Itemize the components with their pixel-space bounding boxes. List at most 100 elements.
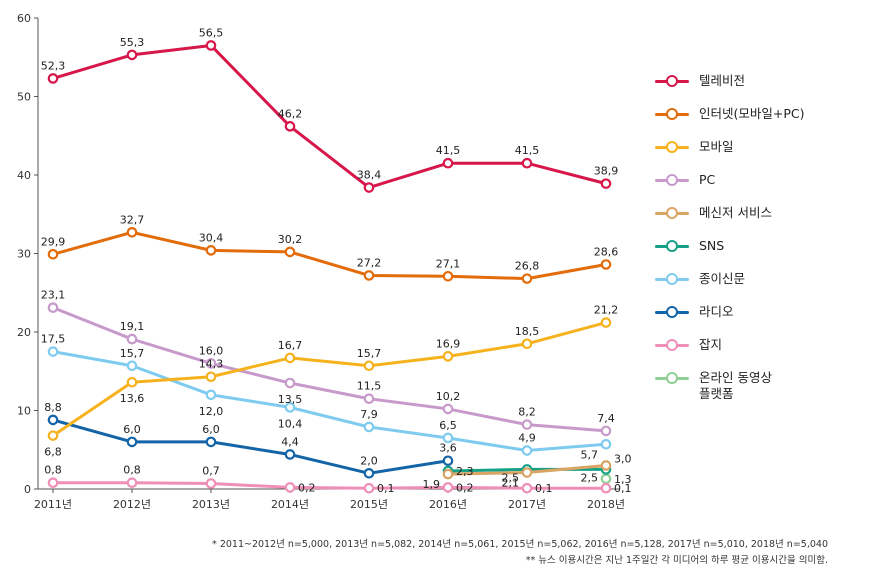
note-definition: ** 뉴스 이용시간은 지난 1주일간 각 미디어의 하루 평균 이용시간을 의… bbox=[525, 555, 828, 566]
data-label: 29,9 bbox=[41, 235, 66, 248]
data-label: 16,7 bbox=[278, 339, 303, 352]
data-point bbox=[126, 227, 138, 238]
data-point bbox=[600, 178, 612, 189]
chart-legend: 텔레비전 인터넷(모바일+PC) 모바일 PC 메신저 서비스 SNS 종이신문 라디오 잡지 온… bbox=[655, 68, 885, 401]
data-label: 2,3 bbox=[456, 465, 474, 478]
data-point bbox=[442, 455, 454, 467]
data-label: 0,2 bbox=[456, 481, 474, 494]
data-point bbox=[521, 273, 533, 284]
legend-swatch-marker bbox=[666, 240, 678, 252]
data-label: 46,2 bbox=[278, 107, 303, 120]
data-point bbox=[521, 419, 533, 430]
data-label: 6,0 bbox=[123, 423, 141, 436]
legend-swatch bbox=[655, 141, 689, 153]
series-line bbox=[52, 350, 607, 453]
data-label: 38,4 bbox=[357, 169, 382, 182]
legend-swatch bbox=[655, 207, 689, 219]
data-label: 2,5 bbox=[581, 471, 599, 484]
data-point bbox=[47, 302, 59, 313]
data-label: 27,1 bbox=[436, 257, 461, 270]
data-point bbox=[442, 270, 454, 282]
data-point bbox=[363, 482, 375, 494]
legend-label: SNS bbox=[699, 238, 725, 253]
data-label: 21,2 bbox=[594, 304, 619, 317]
legend-label: 텔레비전 bbox=[699, 73, 746, 88]
chart-data-labels: 1,3 0,8 0,8 0,7 0,2 0,1 0,2 0,1 0,1 2,3 2,5 2,5 1,9 2… bbox=[41, 26, 632, 495]
data-label: 0,8 bbox=[123, 464, 141, 477]
data-point bbox=[126, 49, 138, 61]
data-point bbox=[284, 246, 296, 258]
y-tick-label: 30 bbox=[17, 248, 31, 261]
data-point bbox=[600, 317, 612, 328]
data-label: 30,2 bbox=[278, 233, 303, 246]
data-label: 17,5 bbox=[41, 333, 66, 346]
legend-label: 온라인 동영상 플랫폼 bbox=[699, 370, 772, 401]
data-label: 0,8 bbox=[44, 464, 62, 477]
series-line bbox=[52, 321, 607, 437]
legend-swatch-marker bbox=[666, 207, 678, 219]
data-point bbox=[363, 182, 375, 193]
y-tick-label: 50 bbox=[17, 91, 31, 104]
series-line bbox=[52, 306, 607, 433]
data-label: 8,8 bbox=[44, 401, 62, 414]
legend-item: 텔레비전 bbox=[655, 68, 885, 101]
data-point bbox=[442, 468, 454, 480]
data-point bbox=[205, 40, 217, 51]
data-point bbox=[126, 333, 138, 345]
legend-swatch bbox=[655, 75, 689, 87]
y-tick-label: 20 bbox=[17, 326, 31, 339]
legend-label: 종이신문 bbox=[699, 271, 746, 286]
data-label: 14,3 bbox=[199, 358, 224, 371]
data-label: 55,3 bbox=[120, 36, 145, 49]
data-point bbox=[284, 402, 296, 413]
data-point bbox=[600, 460, 612, 471]
legend-swatch bbox=[655, 273, 689, 285]
data-label: 52,3 bbox=[41, 59, 66, 72]
legend-swatch-marker bbox=[666, 174, 678, 186]
data-label: 38,9 bbox=[594, 165, 619, 178]
data-point bbox=[126, 436, 138, 448]
data-point bbox=[521, 482, 533, 494]
data-point bbox=[205, 371, 217, 383]
data-label: 16,9 bbox=[436, 337, 461, 350]
data-point bbox=[521, 157, 533, 169]
data-label: 0,1 bbox=[535, 482, 553, 495]
data-point bbox=[205, 358, 217, 369]
data-point bbox=[47, 477, 59, 489]
data-point bbox=[126, 477, 138, 489]
legend-swatch-marker bbox=[666, 306, 678, 318]
series-line bbox=[52, 43, 607, 190]
data-point bbox=[284, 482, 296, 493]
data-label: 10,2 bbox=[436, 390, 461, 403]
y-tick-label: 40 bbox=[17, 169, 31, 182]
legend-item: 온라인 동영상 플랫폼 bbox=[655, 365, 885, 401]
data-point bbox=[47, 346, 59, 357]
series-line bbox=[52, 418, 449, 475]
legend-swatch bbox=[655, 339, 689, 351]
data-point bbox=[284, 449, 296, 460]
data-label: 0,2 bbox=[298, 481, 316, 494]
data-label: 26,8 bbox=[515, 260, 540, 273]
data-label: 0,7 bbox=[202, 465, 220, 478]
x-tick-label: 2014년 bbox=[271, 498, 309, 511]
data-point bbox=[442, 157, 454, 169]
legend-swatch bbox=[655, 174, 689, 186]
x-tick-label: 2017년 bbox=[508, 498, 546, 511]
data-label: 0,1 bbox=[377, 482, 395, 495]
data-label: 13,5 bbox=[278, 393, 303, 406]
data-point bbox=[47, 414, 59, 426]
data-label: 2,1 bbox=[502, 477, 520, 490]
y-tick-label: 60 bbox=[17, 12, 31, 25]
data-label: 7,9 bbox=[360, 408, 378, 421]
legend-item: 라디오 bbox=[655, 299, 885, 332]
note-sample-size: * 2011~2012년 n=5,000, 2013년 n=5,082, 201… bbox=[212, 539, 828, 550]
x-tick-label: 2011년 bbox=[34, 498, 72, 511]
legend-item: PC bbox=[655, 167, 885, 200]
data-point bbox=[126, 376, 138, 388]
legend-item: SNS bbox=[655, 233, 885, 266]
legend-swatch bbox=[655, 306, 689, 318]
data-label: 6,8 bbox=[44, 446, 62, 459]
data-point bbox=[205, 245, 217, 256]
legend-swatch-marker bbox=[666, 372, 678, 384]
data-point bbox=[47, 430, 59, 441]
